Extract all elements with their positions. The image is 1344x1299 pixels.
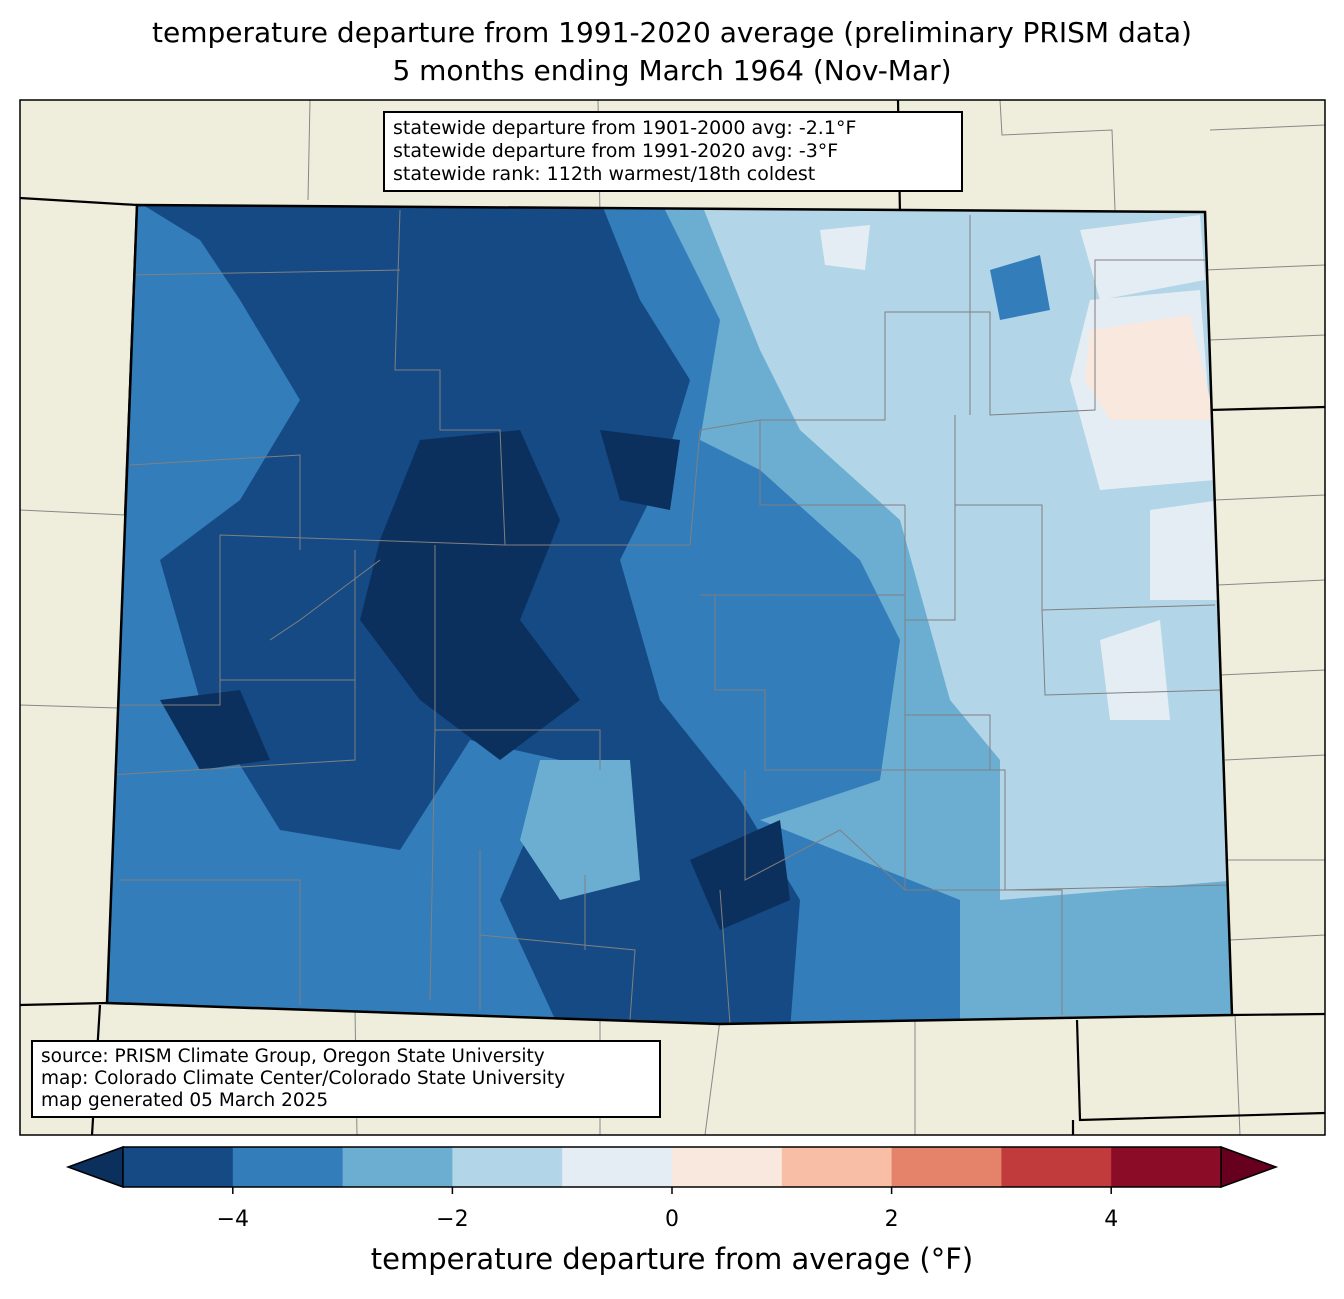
colorbar-bin <box>562 1147 673 1187</box>
colorbar-bin <box>891 1147 1002 1187</box>
colorbar-tick-label: 4 <box>1104 1207 1119 1232</box>
colorbar <box>65 1145 1279 1194</box>
colorbar-over-arrow <box>1220 1145 1279 1189</box>
stats-departure-1991-2020: statewide departure from 1991-2020 avg: … <box>393 140 839 162</box>
source-line: source: PRISM Climate Group, Oregon Stat… <box>41 1046 545 1067</box>
stats-departure-1901-2000: statewide departure from 1901-2000 avg: … <box>393 117 857 139</box>
generated-date-line: map generated 05 March 2025 <box>41 1090 329 1111</box>
colorbar-under-arrow <box>65 1145 124 1189</box>
colorbar-tick-label: 2 <box>884 1207 899 1232</box>
stats-rank: statewide rank: 112th warmest/18th colde… <box>393 163 816 185</box>
colorbar-label: temperature departure from average (°F) <box>370 1242 974 1276</box>
colorbar-bin <box>1001 1147 1112 1187</box>
colorbar-tick-label: −4 <box>216 1207 250 1232</box>
temperature-field <box>107 205 1232 1024</box>
source-box: source: PRISM Climate Group, Oregon Stat… <box>31 1040 661 1118</box>
colorbar-bin <box>672 1147 783 1187</box>
colorbar-bin <box>1111 1147 1222 1187</box>
chart-subtitle: 5 months ending March 1964 (Nov-Mar) <box>392 54 952 87</box>
colorbar-bin <box>232 1147 344 1187</box>
map-credit-line: map: Colorado Climate Center/Colorado St… <box>41 1068 566 1089</box>
colorbar-tick-label: −2 <box>436 1207 469 1232</box>
map-frame <box>19 99 1326 1136</box>
colorbar-bin <box>342 1147 453 1187</box>
colorbar-bin <box>781 1147 893 1187</box>
statewide-stats-box: statewide departure from 1901-2000 avg: … <box>383 111 963 192</box>
colorbar-bin <box>452 1147 563 1187</box>
chart-title: temperature departure from 1991-2020 ave… <box>152 16 1192 49</box>
colorbar-bin <box>123 1147 234 1187</box>
colorbar-tick-label: 0 <box>665 1207 679 1232</box>
county-lines <box>109 209 1229 1024</box>
colorado-border <box>105 203 1234 1026</box>
